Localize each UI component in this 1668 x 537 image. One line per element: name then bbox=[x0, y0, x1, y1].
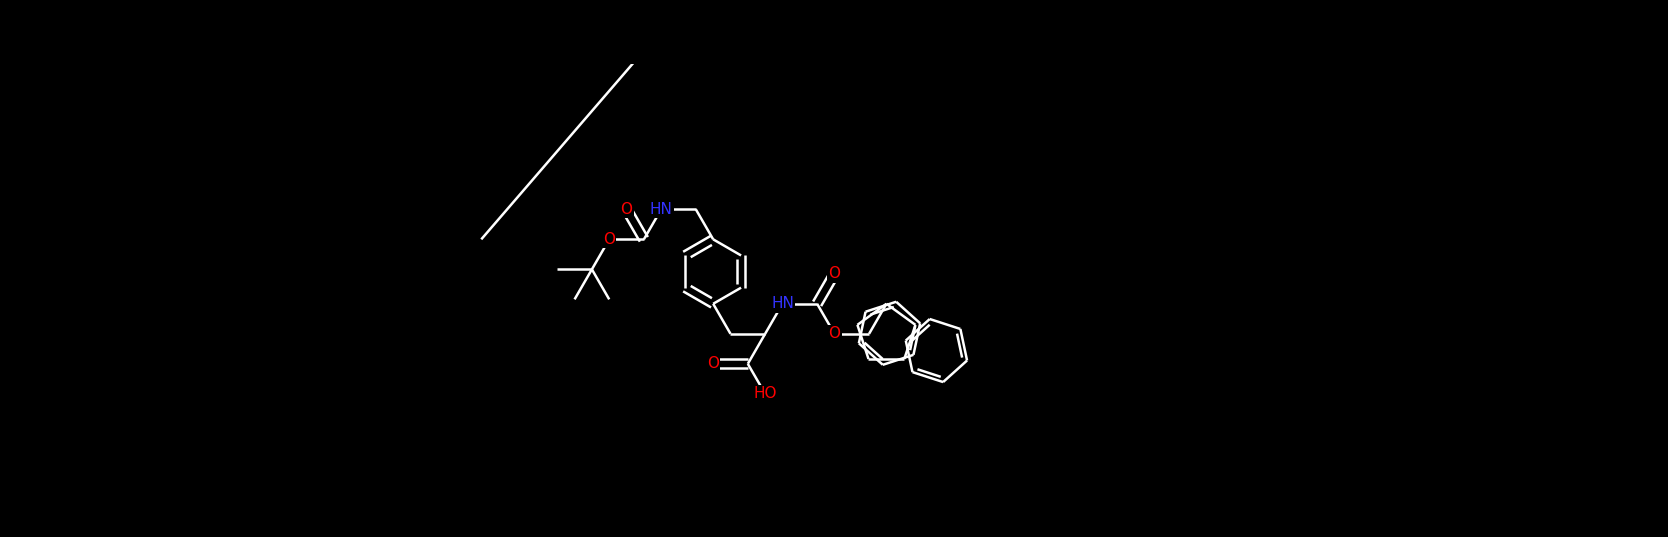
Text: O: O bbox=[620, 202, 632, 217]
Text: O: O bbox=[707, 357, 719, 371]
Text: HN: HN bbox=[771, 296, 794, 311]
Text: O: O bbox=[829, 326, 841, 342]
Text: HN: HN bbox=[651, 202, 672, 217]
Text: O: O bbox=[829, 266, 841, 281]
Text: HO: HO bbox=[754, 386, 777, 401]
Text: O: O bbox=[604, 232, 615, 247]
